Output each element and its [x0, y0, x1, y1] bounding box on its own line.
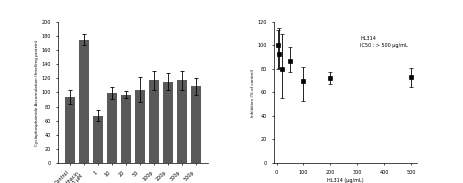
Y-axis label: Cyclophosphamide Accumulation (fmol/mg protein): Cyclophosphamide Accumulation (fmol/mg p… [35, 39, 39, 146]
X-axis label: HL314 (μg/mL): HL314 (μg/mL) [327, 178, 363, 183]
Text: HL314
IC50 : > 500 μg/mL: HL314 IC50 : > 500 μg/mL [360, 36, 408, 48]
Bar [79, 40, 89, 163]
Y-axis label: Inhibition (% of control): Inhibition (% of control) [251, 68, 255, 117]
Bar [93, 116, 103, 163]
Bar [191, 86, 201, 163]
Bar [65, 97, 75, 163]
Bar [163, 82, 173, 163]
Bar [121, 95, 131, 163]
Bar [176, 81, 187, 163]
Bar [106, 93, 117, 163]
Bar [149, 81, 159, 163]
Bar [135, 90, 145, 163]
